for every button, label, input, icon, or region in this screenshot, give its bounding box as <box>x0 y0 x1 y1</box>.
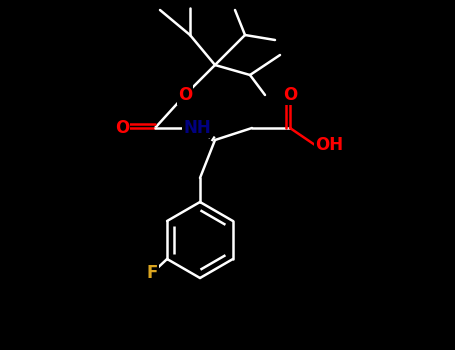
Text: NH: NH <box>183 119 211 137</box>
Text: OH: OH <box>315 136 343 154</box>
Text: O: O <box>178 86 192 104</box>
Text: F: F <box>147 264 158 282</box>
Text: O: O <box>115 119 129 137</box>
Text: O: O <box>283 86 297 104</box>
